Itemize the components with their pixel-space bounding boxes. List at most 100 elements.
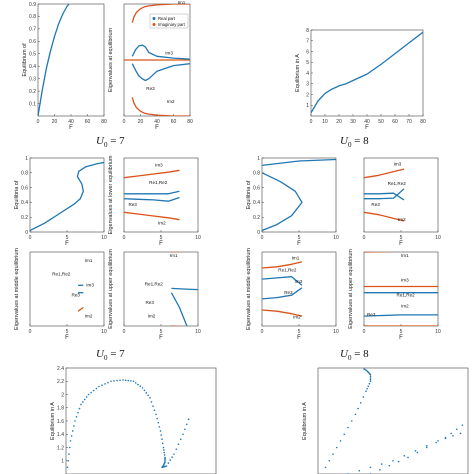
- chart-u7_eig_middle: 0 5 10 F Eigenvalues at middle equilibrium Im…: [14, 248, 107, 341]
- data-point: [163, 449, 165, 451]
- curve-annotation: Re1,Re2: [278, 268, 297, 273]
- curve-annotation: Re3: [146, 86, 155, 91]
- data-point: [366, 370, 369, 373]
- y-tick-label: 0.2: [21, 215, 28, 221]
- data-point: [113, 380, 115, 382]
- curve-annotation: Re1,Re2: [388, 181, 407, 186]
- x-tick-label: 20: [336, 119, 342, 125]
- data-point: [425, 446, 428, 449]
- series-line-real: [124, 190, 180, 195]
- series-line-real: [311, 31, 423, 114]
- curve-annotation: Im3: [86, 283, 94, 288]
- x-tick-label: 0: [37, 119, 40, 125]
- data-point: [357, 407, 359, 410]
- chart-u7_eigenvalues: 0 20 40 60 80 F Eigenvalues at equilibrium Im3 R…: [108, 0, 193, 131]
- chart-u7_large_equilibrium: 1 1.2 1.4 1.6 1.8 2 2.2 2.4 Equilibrium in A: [50, 366, 217, 474]
- data-point: [164, 460, 166, 462]
- data-point: [369, 466, 372, 469]
- data-point: [163, 451, 166, 454]
- data-point: [78, 407, 81, 410]
- series-line-real: [170, 292, 188, 326]
- data-point: [324, 466, 327, 469]
- y-axis-label: Eigenvalues at middle equilibrium: [246, 248, 252, 330]
- curve-annotation: Re3: [284, 290, 293, 295]
- x-tick-label: 0: [363, 329, 366, 335]
- y-tick-label: 1: [61, 459, 64, 465]
- data-point: [364, 368, 367, 371]
- data-point: [85, 396, 88, 398]
- data-point: [71, 430, 74, 432]
- y-tick-label: 0.3: [29, 76, 36, 82]
- x-tick-label: 70: [406, 119, 412, 125]
- curve-annotation: Im1: [292, 255, 300, 260]
- data-point: [83, 398, 86, 401]
- data-point: [70, 435, 73, 437]
- data-point: [110, 380, 112, 383]
- data-point: [134, 382, 137, 384]
- series-line-real: [38, 4, 70, 116]
- data-point: [164, 458, 166, 461]
- y-tick-label: 0.4: [29, 64, 36, 70]
- x-tick-label: 0: [363, 235, 366, 241]
- y-axis-label: Equilibrium of: [22, 43, 28, 77]
- series-line-real: [131, 63, 190, 82]
- data-point: [87, 393, 90, 396]
- curve-annotation: Re3: [71, 292, 80, 297]
- y-tick-label: 0.9: [29, 2, 36, 8]
- series-line-imag: [131, 97, 190, 116]
- data-point: [332, 453, 334, 455]
- x-tick-label: 30: [350, 119, 356, 125]
- data-point: [165, 465, 168, 467]
- series-line-real: [262, 276, 303, 286]
- y-axis-label: Eigenvalues at upper equilibrium: [108, 249, 114, 329]
- caption-u0-8-bottom: U0 = 8: [340, 348, 369, 363]
- x-axis-label: F: [399, 241, 403, 247]
- legend-marker: [152, 23, 156, 26]
- series-line-real: [171, 287, 198, 291]
- data-point: [101, 384, 103, 387]
- series-line-imag: [364, 211, 405, 222]
- curve-annotation: Im1: [401, 253, 409, 258]
- x-tick-label: 40: [364, 119, 370, 125]
- y-axis-label: Eigenvalues at upper equilibrium: [348, 249, 354, 329]
- data-point: [161, 442, 164, 445]
- y-tick-label: 2.2: [57, 379, 64, 385]
- x-axis-label: F: [159, 241, 163, 247]
- x-tick-label: 10: [333, 235, 339, 241]
- data-point: [369, 375, 372, 378]
- data-point: [75, 416, 78, 418]
- plot-frame: [261, 157, 337, 233]
- data-point: [407, 456, 409, 459]
- data-point: [164, 456, 166, 459]
- data-point: [167, 462, 170, 464]
- data-point: [343, 433, 346, 436]
- data-point: [367, 385, 370, 388]
- data-point: [459, 432, 462, 435]
- x-tick-label: 10: [435, 329, 441, 335]
- y-tick-label: 2: [306, 92, 309, 98]
- curve-annotation: Im2: [148, 313, 156, 318]
- x-tick-label: 80: [101, 119, 107, 125]
- data-point: [127, 379, 130, 382]
- data-point: [157, 421, 160, 424]
- y-axis-label: Equilibrium in A: [50, 402, 56, 440]
- y-axis-label: Equilibria of: [14, 180, 20, 209]
- x-axis-label: F: [65, 335, 69, 341]
- x-tick-label: 60: [85, 119, 91, 125]
- series-line-real: [124, 196, 180, 202]
- curve-annotation: Im3: [401, 278, 409, 283]
- data-point: [74, 420, 76, 422]
- curve-annotation: Re1,Re2: [149, 180, 168, 185]
- caption-u0-8-top: U0 = 8: [340, 135, 369, 150]
- data-point: [164, 457, 166, 460]
- chart-u8_equilibrium_small: 0 10 20 30 40 50 60 70 80 1 2 3 4 5 6 7 8 F Equilibrium in…: [295, 28, 426, 131]
- x-tick-label: 10: [195, 329, 201, 335]
- y-tick-label: 0: [25, 230, 28, 236]
- y-tick-label: 0.4: [253, 200, 260, 206]
- legend-marker: [152, 17, 156, 20]
- data-point: [139, 385, 142, 388]
- y-tick-label: 2: [61, 392, 64, 398]
- y-tick-label: 4: [306, 71, 309, 77]
- y-tick-label: 7: [306, 39, 309, 45]
- data-point: [90, 391, 92, 394]
